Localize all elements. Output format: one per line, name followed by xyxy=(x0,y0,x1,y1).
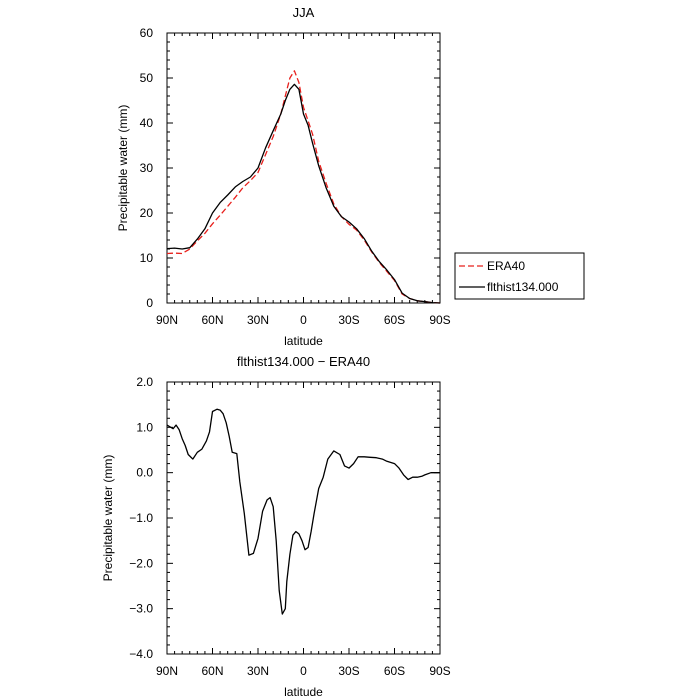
y-tick-label: 50 xyxy=(140,71,154,85)
x-tick-label: 90S xyxy=(429,664,450,678)
x-tick-label: 60S xyxy=(384,313,405,327)
series-line-flthist134-000 xyxy=(166,83,441,304)
x-tick-label: 30S xyxy=(338,664,359,678)
series-line-era40 xyxy=(166,70,441,304)
y-axis-title: Precipitable water (mm) xyxy=(116,105,130,232)
chart-title: JJA xyxy=(293,5,315,20)
x-tick-label: 60S xyxy=(384,664,405,678)
y-tick-label: 60 xyxy=(140,26,154,40)
legend: ERA40 flthist134.000 xyxy=(454,252,585,300)
y-tick-label: 1.0 xyxy=(136,420,153,434)
chart-panel-2: flthist134.000 − ERA40 90N 60N 30N 0 30S 60S 90… xyxy=(101,354,451,699)
x-axis-title: latitude xyxy=(284,334,323,348)
x-tick-label: 0 xyxy=(300,664,307,678)
y-tick-label: 10 xyxy=(140,251,154,265)
x-axis-title: latitude xyxy=(284,685,323,699)
chart-title: flthist134.000 − ERA40 xyxy=(237,354,370,369)
legend-label-era40: ERA40 xyxy=(487,259,525,273)
y-tick-label: −3.0 xyxy=(129,602,153,616)
y-tick-label: 0.0 xyxy=(136,466,153,480)
plot-frame xyxy=(166,32,441,304)
y-tick-label: 2.0 xyxy=(136,375,153,389)
y-tick-label: −2.0 xyxy=(129,556,153,570)
y-tick-label: −1.0 xyxy=(129,511,153,525)
x-tick-label: 90N xyxy=(156,664,178,678)
x-tick-label: 90S xyxy=(429,313,450,327)
x-tick-label: 90N xyxy=(156,313,178,327)
y-tick-label: −4.0 xyxy=(129,647,153,661)
x-tick-label: 0 xyxy=(300,313,307,327)
x-tick-label: 30N xyxy=(247,664,269,678)
y-tick-label: 0 xyxy=(146,296,153,310)
y-tick-label: 30 xyxy=(140,161,154,175)
x-tick-label: 30N xyxy=(247,313,269,327)
x-tick-label: 60N xyxy=(201,313,223,327)
x-tick-label: 30S xyxy=(338,313,359,327)
legend-box xyxy=(454,252,585,300)
x-tick-label: 60N xyxy=(201,664,223,678)
y-tick-label: 20 xyxy=(140,206,154,220)
series-line-difference xyxy=(166,408,440,615)
chart-panel-1: JJA 90N 60N 30N 0 30S 60S 90S 0 10 20 30 40 50 60 latit… xyxy=(116,5,585,348)
y-axis-title: Precipitable water (mm) xyxy=(101,455,115,582)
plot-frame xyxy=(166,381,441,655)
y-tick-label: 40 xyxy=(140,116,154,130)
legend-label-flthist134-000: flthist134.000 xyxy=(487,280,559,294)
